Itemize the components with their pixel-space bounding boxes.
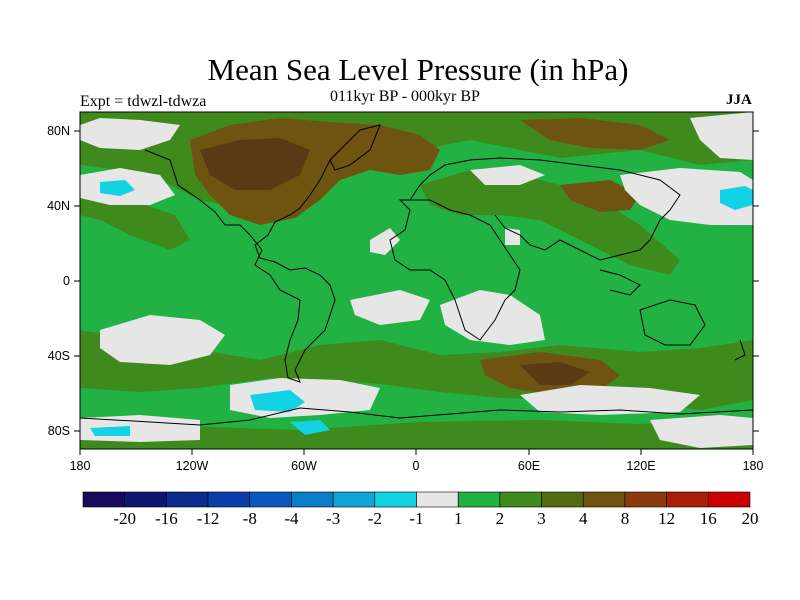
- colorbar-label: -2: [368, 509, 382, 528]
- colorbar-swatch: [332, 491, 376, 508]
- lon-ticks: [79, 449, 754, 455]
- colorbar-label: 2: [496, 509, 505, 528]
- colorbar-label: 12: [658, 509, 675, 528]
- colorbar-label: -8: [243, 509, 257, 528]
- coast-greenland: [329, 124, 381, 171]
- colorbar-label: 8: [621, 509, 630, 528]
- field-low-ross: [90, 426, 130, 436]
- lon-tick-label: 60E: [518, 459, 540, 473]
- colorbar-label: -20: [113, 509, 136, 528]
- colorbar-swatch: [624, 491, 667, 508]
- field-neutral-wpac: [620, 168, 753, 225]
- colorbar-swatch: [666, 491, 709, 508]
- coast-africa: [389, 199, 521, 341]
- colorbar-swatch: [499, 491, 542, 508]
- field-band-npac: [80, 190, 190, 250]
- field-high-arctic: [520, 118, 670, 150]
- colorbar-label: -4: [284, 509, 299, 528]
- field-low-weddell-2: [290, 420, 330, 435]
- colorbar-swatch: [82, 491, 125, 508]
- coast-australia: [639, 299, 706, 346]
- colorbar-swatch: [708, 491, 751, 508]
- coast-new-zealand: [734, 339, 746, 361]
- colorbar-swatch: [582, 491, 626, 508]
- colorbar-label: -16: [155, 509, 178, 528]
- field-low-weddell: [250, 390, 305, 412]
- field-neutral-arctic-west: [80, 118, 180, 150]
- colorbar-swatch: [124, 491, 167, 508]
- field-high-asia: [560, 180, 640, 212]
- field-neutral-south-east: [520, 385, 700, 415]
- field-neutral-south-pacific: [100, 315, 225, 365]
- plot-subtitle: 011kyr BP - 000kyr BP: [330, 88, 480, 105]
- coast-antarctica: [80, 407, 753, 426]
- coast-americas: [144, 149, 341, 383]
- field-neutral-south-atlantic: [350, 290, 430, 325]
- colorbar-label: 3: [537, 509, 546, 528]
- lon-tick-label: 0: [413, 459, 420, 473]
- field-neutral-antarctic-east: [650, 415, 753, 448]
- lon-tick-label: 120W: [176, 459, 209, 473]
- lon-tick-label: 60W: [291, 459, 317, 473]
- lat-tick-label: 0: [63, 274, 70, 288]
- field-low-pacific: [100, 180, 135, 196]
- colorbar-swatch: [207, 491, 251, 508]
- colorbar-label: -12: [197, 509, 220, 528]
- field-neutral-sahara: [370, 228, 400, 255]
- field-low-wpac: [720, 186, 753, 210]
- colorbar-swatch: [166, 491, 209, 508]
- field-neutral-arabia: [505, 228, 520, 245]
- lon-tick-label: 120E: [626, 459, 655, 473]
- colorbar-label: 1: [454, 509, 463, 528]
- colorbar-swatch: [541, 491, 584, 508]
- colorbar-swatch: [291, 491, 334, 508]
- colorbar-swatch: [457, 491, 501, 508]
- field-high-south-indian-core: [520, 362, 590, 385]
- colorbar-label: 20: [742, 509, 759, 528]
- field-band-antarctic: [80, 418, 753, 449]
- field-neutral-arctic-east: [690, 112, 753, 160]
- lon-tick-label: 180: [743, 459, 764, 473]
- colorbar-label: -3: [326, 509, 340, 528]
- colorbar-label: 4: [579, 509, 588, 528]
- lat-tick-label: 80S: [48, 424, 70, 438]
- colorbar-swatch: [249, 491, 292, 508]
- lat-tick-label: 40N: [47, 199, 70, 213]
- lon-tick-label: 180: [70, 459, 91, 473]
- lat-ticks: [74, 130, 759, 432]
- coast-eurasia: [409, 157, 681, 261]
- season-label: JJA: [726, 92, 752, 108]
- lat-tick-label: 80N: [47, 124, 70, 138]
- colorbar-swatch: [374, 491, 417, 508]
- field-band-eurasia: [420, 170, 680, 275]
- coast-indonesia: [599, 269, 641, 296]
- colorbar: -20 -16 -12 -8 -4 -3 -2 -1 1 2 3 4 8 12 16 20: [82, 491, 759, 528]
- field-high-greenland: [200, 138, 310, 190]
- field-neutral-siberia: [470, 165, 545, 185]
- experiment-label: Expt = tdwzl-tdwza: [80, 93, 207, 110]
- page-title: Mean Sea Level Pressure (in hPa): [207, 52, 629, 87]
- pressure-field: [80, 112, 753, 449]
- colorbar-label: -1: [409, 509, 423, 528]
- lat-tick-label: 40S: [48, 349, 70, 363]
- colorbar-swatch: [416, 491, 459, 508]
- coastlines: [80, 124, 753, 426]
- colorbar-label: 16: [700, 509, 717, 528]
